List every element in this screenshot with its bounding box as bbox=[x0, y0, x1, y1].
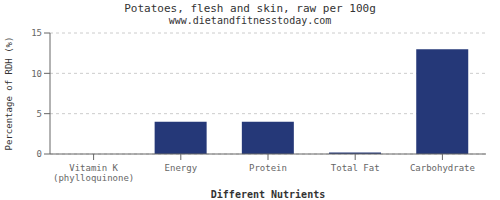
html-text:www.dietandfitnesstoday.com: www.dietandfitnesstoday.com bbox=[168, 15, 332, 26]
svg-text:Energy: Energy bbox=[165, 163, 198, 173]
svg-text:Percentage of RDH (%): Percentage of RDH (%) bbox=[8, 37, 14, 151]
svg-text:Different Nutrients: Different Nutrients bbox=[211, 189, 325, 198]
svg-text:Carbohydrate: Carbohydrate bbox=[410, 163, 475, 173]
svg-text:5: 5 bbox=[37, 109, 42, 119]
svg-text:15: 15 bbox=[31, 28, 42, 38]
html-text:Potatoes, flesh and skin, raw: Potatoes, flesh and skin, raw per 100g bbox=[124, 2, 376, 15]
svg-text:Protein: Protein bbox=[249, 163, 287, 173]
svg-text:10: 10 bbox=[31, 69, 42, 79]
svg-text:0: 0 bbox=[37, 149, 42, 159]
svg-text:Total Fat: Total Fat bbox=[331, 163, 380, 173]
svg-text:Vitamin K(phylloquinone): Vitamin K(phylloquinone) bbox=[53, 163, 134, 183]
